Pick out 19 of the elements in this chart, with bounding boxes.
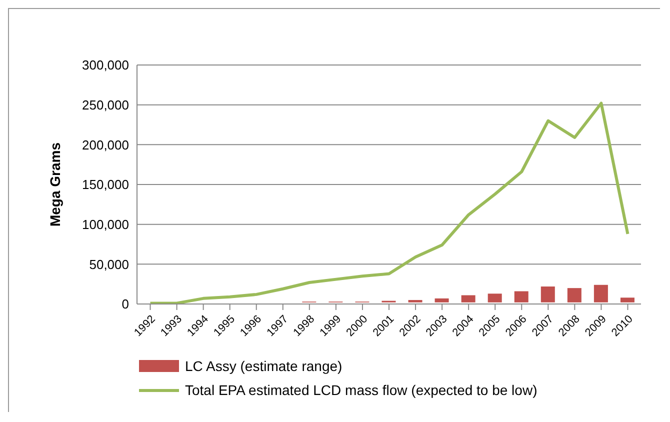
bar xyxy=(434,298,449,302)
bar xyxy=(567,288,582,302)
bar xyxy=(514,291,528,302)
bar xyxy=(461,295,476,302)
bar xyxy=(488,294,502,302)
bar xyxy=(594,284,608,302)
y-tick-label: 50,000 xyxy=(89,256,129,272)
y-tick-label: 0 xyxy=(122,296,129,312)
y-axis-title: Mega Grams xyxy=(46,142,63,227)
y-tick-label: 150,000 xyxy=(82,177,129,192)
y-tick-label: 250,000 xyxy=(82,97,129,112)
bar xyxy=(540,286,555,302)
y-tick-label: 200,000 xyxy=(82,137,129,152)
legend-label: Total EPA estimated LCD mass flow (expected to be low) xyxy=(185,382,538,398)
y-tick-label: 300,000 xyxy=(82,58,129,73)
line-series xyxy=(148,102,630,304)
legend-label: LC Assy (estimate range) xyxy=(185,358,342,374)
y-tick-label: 100,000 xyxy=(82,216,129,232)
bar xyxy=(620,298,634,302)
